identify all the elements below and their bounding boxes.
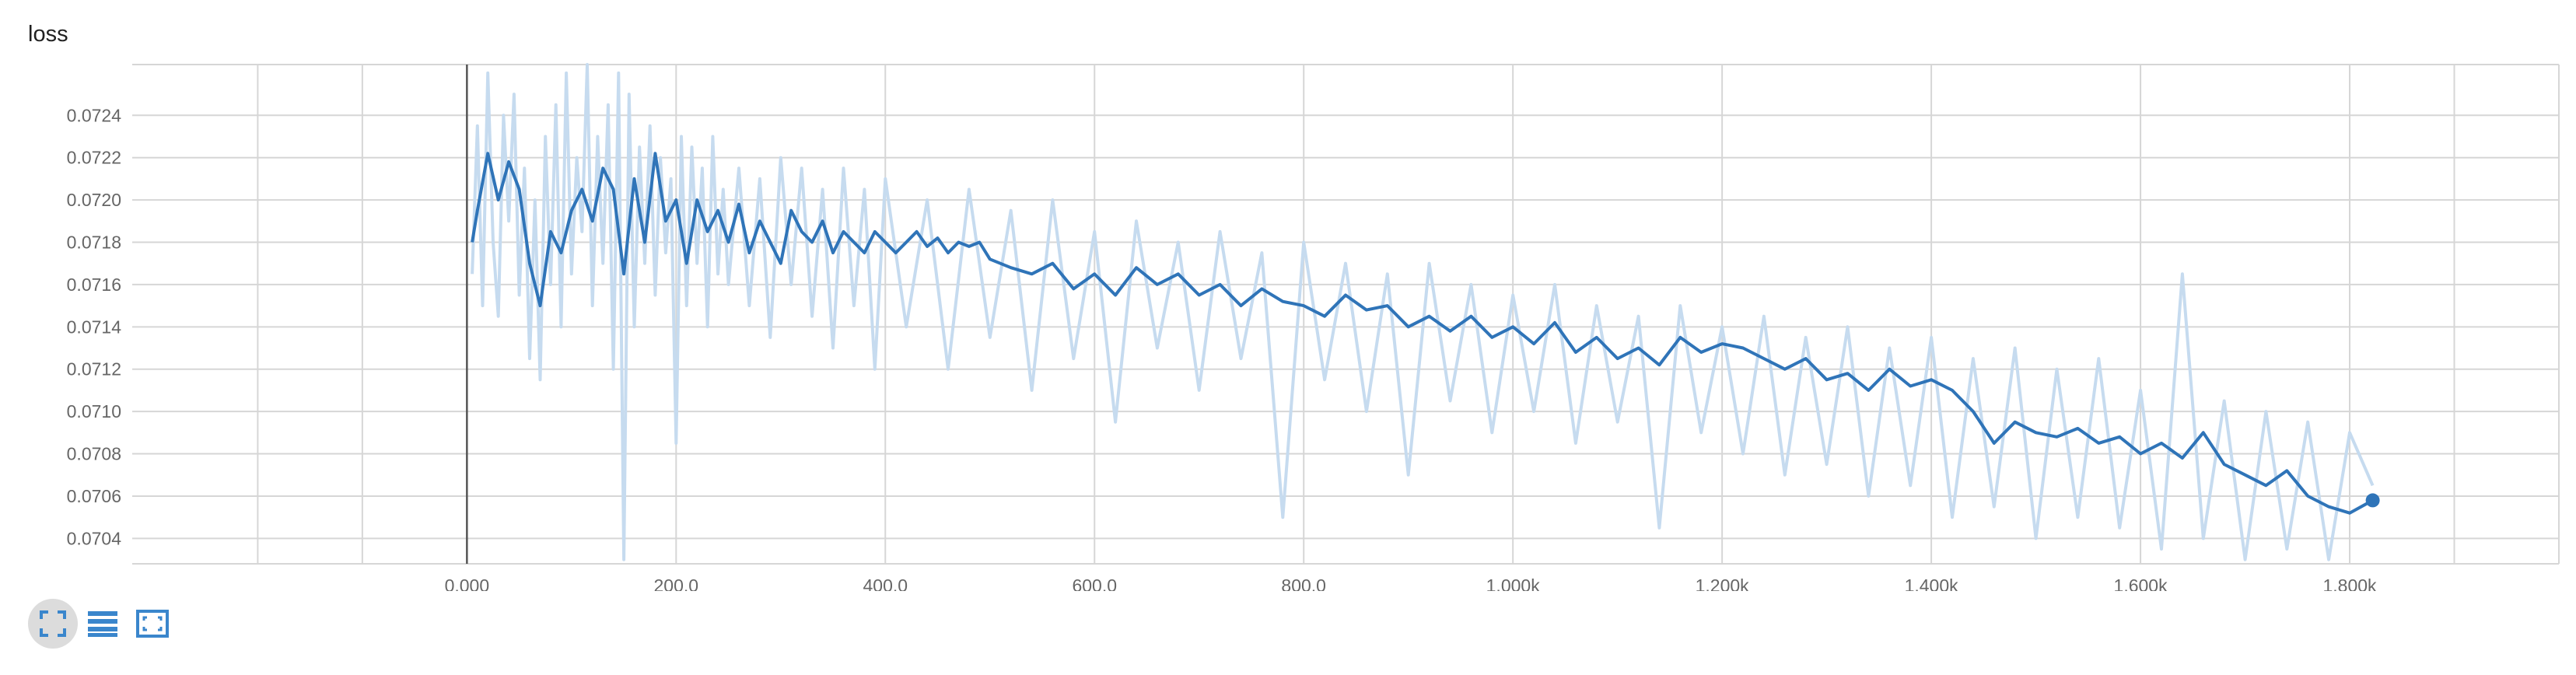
- grid: [132, 64, 2560, 565]
- toggle-y-log-button[interactable]: [78, 599, 128, 649]
- loss-chart[interactable]: 0.000 200.0 400.0 600.0 800.0 1.000k 1.200k 1.4…: [0, 0, 2576, 591]
- fit-domain-button[interactable]: [128, 599, 177, 649]
- x-tick-label: 1.200k: [1696, 575, 1750, 591]
- y-tick-label: 0.0718: [67, 233, 121, 253]
- y-tick-label: 0.0708: [67, 444, 121, 464]
- x-tick-label: 0.000: [445, 575, 490, 591]
- list-icon: [88, 611, 117, 637]
- y-tick-label: 0.0724: [67, 105, 122, 125]
- x-tick-label: 1.800k: [2323, 575, 2378, 591]
- smoothed-series: [471, 152, 2380, 515]
- expand-button[interactable]: [28, 599, 78, 649]
- x-tick-label: 1.400k: [1905, 575, 1959, 591]
- y-tick-label: 0.0712: [67, 359, 121, 379]
- fit-domain-icon: [136, 610, 169, 638]
- y-tick-label: 0.0704: [67, 528, 122, 548]
- raw-line: [471, 63, 2375, 561]
- smoothed-line: [471, 152, 2374, 515]
- raw-series: [471, 63, 2375, 561]
- y-tick-label: 0.0716: [67, 275, 121, 295]
- x-tick-label: 800.0: [1281, 575, 1326, 591]
- last-point-marker: [2365, 493, 2380, 508]
- y-tick-label: 0.0720: [67, 190, 121, 210]
- axes: 0.000 200.0 400.0 600.0 800.0 1.000k 1.200k 1.4…: [67, 65, 2377, 591]
- y-tick-label: 0.0706: [67, 486, 121, 506]
- y-tick-label: 0.0710: [67, 401, 121, 421]
- y-tick-label: 0.0714: [67, 317, 122, 337]
- x-tick-label: 400.0: [863, 575, 908, 591]
- x-tick-label: 600.0: [1072, 575, 1117, 591]
- x-tick-label: 1.600k: [2114, 575, 2168, 591]
- chart-title: loss: [28, 22, 68, 47]
- x-tick-label: 200.0: [654, 575, 699, 591]
- x-tick-label: 1.000k: [1486, 575, 1541, 591]
- y-tick-label: 0.0722: [67, 148, 121, 168]
- expand-icon: [40, 610, 66, 637]
